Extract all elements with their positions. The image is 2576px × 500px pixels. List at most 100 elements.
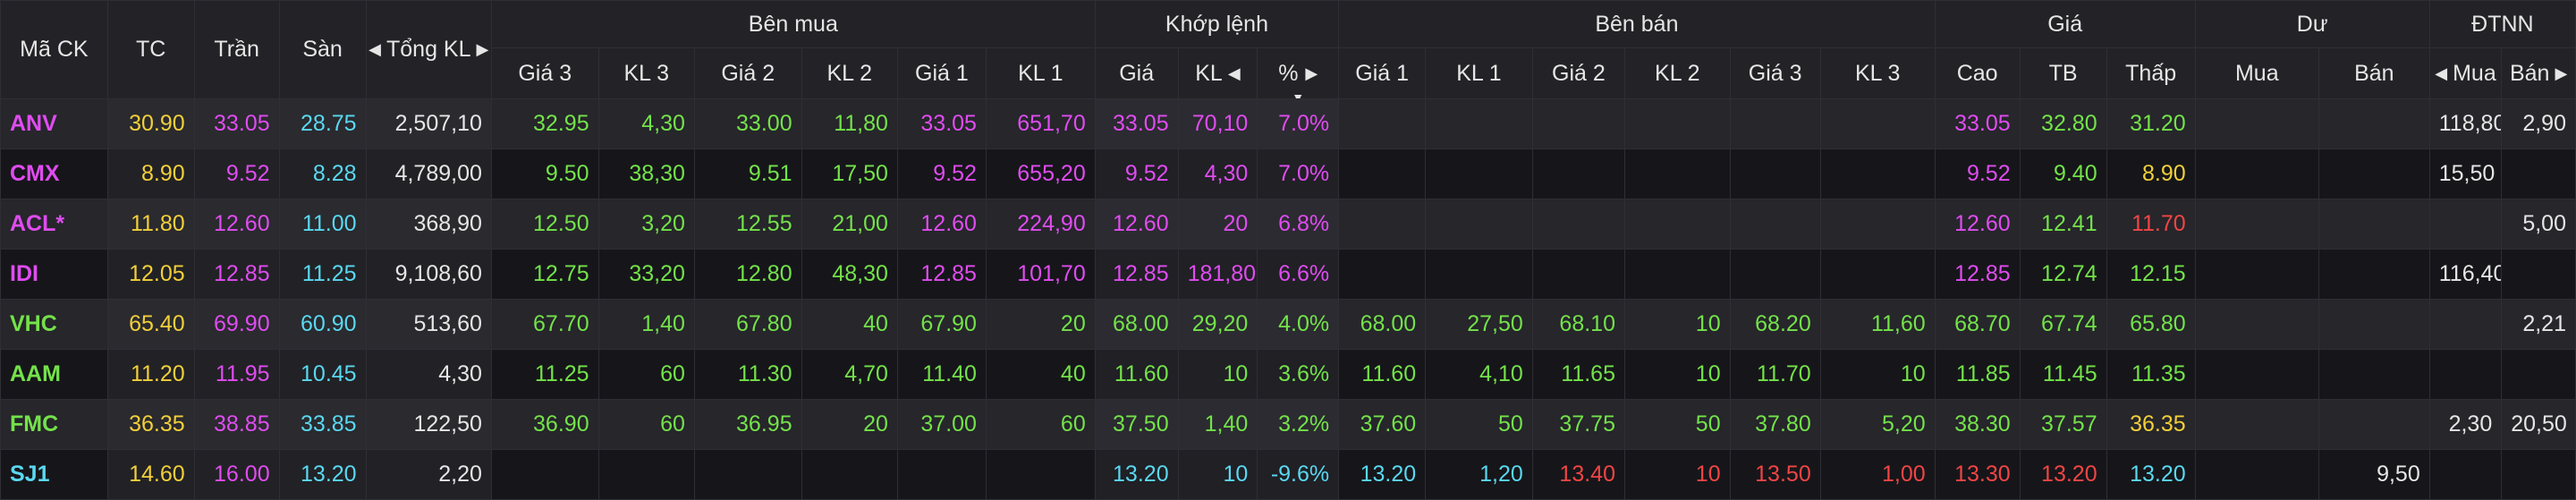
cell-symbol[interactable]: AAM xyxy=(0,349,108,400)
cell-match-vol: 20 xyxy=(1177,199,1258,250)
cell-floor: 13.20 xyxy=(278,449,367,500)
cell-floor: 11.25 xyxy=(278,249,367,300)
cell-foreign-sell xyxy=(2501,249,2576,300)
col-total-label: Tổng KL xyxy=(386,37,471,62)
scroll-right-icon[interactable]: ▶ xyxy=(1305,64,1318,82)
cell-sell-vol-1: 27,50 xyxy=(1425,299,1533,350)
cell-floor: 8.28 xyxy=(278,148,367,199)
cell-floor: 60.90 xyxy=(278,299,367,350)
sort-desc-icon[interactable]: ▼ xyxy=(1292,89,1305,99)
cell-symbol[interactable]: CMX xyxy=(0,148,108,199)
col-total[interactable]: ◀ Tổng KL ▶ xyxy=(365,0,492,99)
col-low[interactable]: Thấp xyxy=(2106,47,2196,99)
scroll-left-icon[interactable]: ◀ xyxy=(2435,64,2448,82)
cell-symbol[interactable]: ACL* xyxy=(0,199,108,250)
board-body: ANV 30.90 33.05 28.75 2,507,10 32.95 4,30 33.00… xyxy=(0,98,2576,500)
scroll-left-icon[interactable]: ◀ xyxy=(1227,64,1241,82)
cell-ceil: 69.90 xyxy=(193,299,280,350)
cell-buy-price-1: 12.60 xyxy=(896,199,987,250)
col-buy-vol-1[interactable]: KL 1 xyxy=(985,47,1096,99)
table-row[interactable]: ANV 30.90 33.05 28.75 2,507,10 32.95 4,30 33.00… xyxy=(0,98,2576,149)
scroll-right-icon[interactable]: ▶ xyxy=(2555,64,2568,82)
col-match-price[interactable]: Giá xyxy=(1094,47,1179,99)
cell-remain-sell xyxy=(2318,148,2430,199)
col-sell-vol-2[interactable]: KL 2 xyxy=(1623,47,1731,99)
col-symbol[interactable]: Mã CK xyxy=(0,0,108,99)
col-remain-buy[interactable]: Mua xyxy=(2194,47,2319,99)
col-buy-price-2[interactable]: Giá 2 xyxy=(693,47,802,99)
cell-symbol[interactable]: SJ1 xyxy=(0,449,108,500)
col-sell-vol-3[interactable]: KL 3 xyxy=(1819,47,1936,99)
cell-sell-price-1 xyxy=(1338,148,1427,199)
cell-floor: 11.00 xyxy=(278,199,367,250)
cell-sell-price-2 xyxy=(1531,199,1625,250)
col-ceil[interactable]: Trần xyxy=(193,0,280,99)
col-sell-vol-1[interactable]: KL 1 xyxy=(1425,47,1533,99)
group-match: Khớp lệnh xyxy=(1094,0,1340,48)
cell-ceil: 16.00 xyxy=(193,449,280,500)
cell-buy-vol-2: 4,70 xyxy=(801,349,898,400)
cell-avg: 32.80 xyxy=(2019,98,2107,149)
scroll-left-icon[interactable]: ◀ xyxy=(369,40,381,58)
cell-symbol[interactable]: FMC xyxy=(0,399,108,450)
group-sell: Bên bán xyxy=(1338,0,1936,48)
scroll-right-icon[interactable]: ▶ xyxy=(476,40,489,58)
col-sell-price-1[interactable]: Giá 1 xyxy=(1338,47,1427,99)
col-sell-price-3[interactable]: Giá 3 xyxy=(1729,47,1821,99)
cell-sell-price-3: 68.20 xyxy=(1729,299,1821,350)
cell-total: 122,50 xyxy=(365,399,492,450)
col-buy-vol-2[interactable]: KL 2 xyxy=(801,47,898,99)
col-match-vol-label: KL xyxy=(1195,60,1223,86)
cell-sell-price-2: 11.65 xyxy=(1531,349,1625,400)
cell-sell-vol-3 xyxy=(1819,148,1936,199)
col-avg[interactable]: TB xyxy=(2019,47,2107,99)
cell-ref: 14.60 xyxy=(106,449,195,500)
cell-symbol[interactable]: VHC xyxy=(0,299,108,350)
cell-buy-vol-3: 4,30 xyxy=(597,98,695,149)
col-floor[interactable]: Sàn xyxy=(278,0,367,99)
cell-buy-price-1: 12.85 xyxy=(896,249,987,300)
cell-match-vol: 10 xyxy=(1177,349,1258,400)
table-row[interactable]: SJ1 14.60 16.00 13.20 2,20 13.20 10 -9.6% 13.20 1… xyxy=(0,449,2576,500)
col-buy-price-1[interactable]: Giá 1 xyxy=(896,47,987,99)
col-buy-price-3[interactable]: Giá 3 xyxy=(490,47,599,99)
col-foreign-sell[interactable]: Bán ▶ xyxy=(2501,47,2576,99)
cell-symbol[interactable]: IDI xyxy=(0,249,108,300)
cell-buy-price-3: 36.90 xyxy=(490,399,599,450)
group-buy: Bên mua xyxy=(490,0,1096,48)
col-buy-vol-3[interactable]: KL 3 xyxy=(597,47,695,99)
col-foreign-buy[interactable]: ◀ Mua xyxy=(2428,47,2503,99)
cell-symbol[interactable]: ANV xyxy=(0,98,108,149)
cell-sell-vol-3 xyxy=(1819,98,1936,149)
cell-ceil: 12.85 xyxy=(193,249,280,300)
group-foreign: ĐTNN xyxy=(2428,0,2576,48)
cell-floor: 28.75 xyxy=(278,98,367,149)
cell-foreign-buy: 15,50 xyxy=(2428,148,2503,199)
cell-ceil: 12.60 xyxy=(193,199,280,250)
col-ref[interactable]: TC xyxy=(106,0,195,99)
cell-sell-price-2: 37.75 xyxy=(1531,399,1625,450)
table-row[interactable]: CMX 8.90 9.52 8.28 4,789,00 9.50 38,30 9.51 17,5… xyxy=(0,148,2576,199)
col-match-pct[interactable]: % ▶ ▼ xyxy=(1257,47,1340,99)
cell-buy-vol-2: 20 xyxy=(801,399,898,450)
table-row[interactable]: ACL* 11.80 12.60 11.00 368,90 12.50 3,20 12.55 2… xyxy=(0,199,2576,250)
table-row[interactable]: VHC 65.40 69.90 60.90 513,60 67.70 1,40 67.80 40… xyxy=(0,299,2576,350)
col-remain-sell[interactable]: Bán xyxy=(2318,47,2430,99)
col-high[interactable]: Cao xyxy=(1934,47,2021,99)
table-row[interactable]: AAM 11.20 11.95 10.45 4,30 11.25 60 11.30 4,70 11… xyxy=(0,349,2576,400)
cell-match-price: 37.50 xyxy=(1094,399,1179,450)
cell-high: 9.52 xyxy=(1934,148,2021,199)
table-row[interactable]: FMC 36.35 38.85 33.85 122,50 36.90 60 36.95 20 37… xyxy=(0,399,2576,450)
table-row[interactable]: IDI 12.05 12.85 11.25 9,108,60 12.75 33,20 12.8… xyxy=(0,249,2576,300)
cell-buy-price-3: 9.50 xyxy=(490,148,599,199)
cell-ref: 65.40 xyxy=(106,299,195,350)
cell-sell-vol-2 xyxy=(1623,249,1731,300)
cell-buy-vol-1: 60 xyxy=(985,399,1096,450)
cell-ceil: 11.95 xyxy=(193,349,280,400)
col-sell-price-2[interactable]: Giá 2 xyxy=(1531,47,1625,99)
col-match-vol[interactable]: KL ◀ xyxy=(1177,47,1258,99)
cell-sell-vol-3: 1,00 xyxy=(1819,449,1936,500)
cell-buy-vol-1 xyxy=(985,449,1096,500)
cell-avg: 11.45 xyxy=(2019,349,2107,400)
cell-buy-price-1 xyxy=(896,449,987,500)
